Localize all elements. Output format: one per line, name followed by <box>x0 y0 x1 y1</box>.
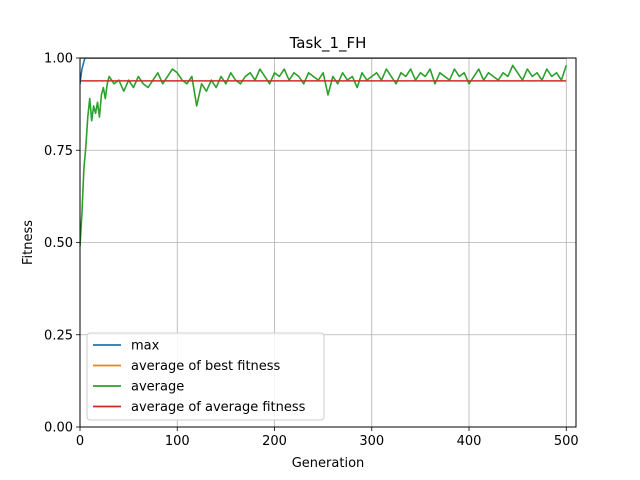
legend-box <box>86 332 325 421</box>
y-tick-label: 0.50 <box>44 236 73 251</box>
series-line-0 <box>80 58 567 84</box>
x-tick-label: 300 <box>359 434 384 449</box>
axis-ticks: 0 100 200 300 400 500 0.00 0.25 0.50 0.75 1.00 <box>44 52 579 450</box>
x-tick-label: 400 <box>457 434 482 449</box>
legend-entry-label: average <box>131 380 184 395</box>
legend: max average of best fitness average average… <box>86 332 325 421</box>
x-tick-label: 200 <box>262 434 287 449</box>
legend-entry-label: max <box>131 339 160 354</box>
x-tick-label: 500 <box>554 434 579 449</box>
x-tick-label: 100 <box>165 434 190 449</box>
y-axis-label: Fitness <box>21 220 36 265</box>
y-tick-label: 0.75 <box>44 144 73 159</box>
series-layer <box>80 58 568 247</box>
x-axis-label: Generation <box>292 456 365 471</box>
chart-title: Task_1_FH <box>289 34 367 53</box>
legend-entry-label: average of best fitness <box>131 359 281 374</box>
legend-entry-label: average of average fitness <box>131 400 306 415</box>
x-tick-label: 0 <box>76 434 84 449</box>
y-tick-label: 0.00 <box>44 421 73 436</box>
y-tick-label: 0.25 <box>44 328 73 343</box>
y-tick-label: 1.00 <box>44 52 73 67</box>
